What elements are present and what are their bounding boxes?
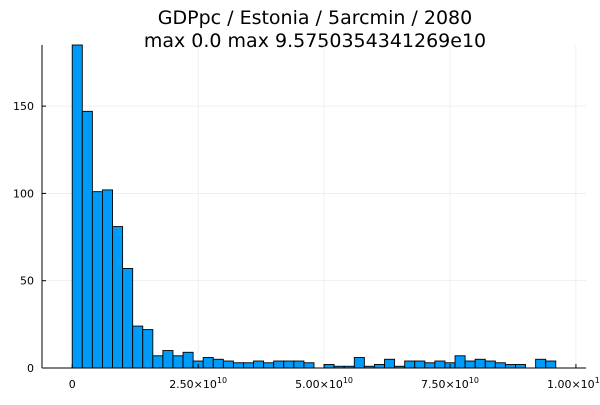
histogram-bar bbox=[91, 191, 103, 369]
histogram-bar bbox=[162, 350, 174, 369]
histogram-bar bbox=[464, 360, 476, 369]
tick-labels: 0 50 100 150 0 2.50×1010 5.00×1010 7.50×1010 1.0… bbox=[13, 100, 600, 391]
histogram-bar bbox=[494, 362, 506, 369]
histogram-bar bbox=[212, 358, 224, 369]
histogram-bar bbox=[172, 355, 184, 369]
histogram-bar bbox=[323, 364, 335, 369]
histogram-bar bbox=[373, 364, 385, 369]
histogram-bar bbox=[283, 360, 295, 369]
histogram-bar bbox=[384, 358, 396, 369]
histogram-bar bbox=[454, 355, 466, 369]
y-tick-label: 150 bbox=[13, 100, 34, 113]
histogram-bar bbox=[353, 357, 365, 369]
histogram-bar bbox=[81, 110, 93, 369]
histogram-bar bbox=[71, 44, 83, 369]
x-tick-label: 5.00×1010 bbox=[295, 376, 353, 391]
histogram-bar bbox=[253, 360, 265, 369]
histogram-bar bbox=[243, 362, 255, 369]
chart-title-line-2: max 0.0 max 9.5750354341269e10 bbox=[144, 30, 486, 52]
histogram-bar bbox=[152, 355, 164, 369]
histogram-bar bbox=[484, 360, 496, 369]
histogram-bar bbox=[504, 364, 516, 369]
histogram-bar bbox=[424, 362, 436, 369]
x-tick-label: 0 bbox=[69, 378, 76, 391]
histogram-bar bbox=[232, 362, 244, 369]
chart-title-line-1: GDPpc / Estonia / 5arcmin / 2080 bbox=[158, 7, 472, 29]
histogram-bar bbox=[202, 357, 214, 369]
histogram-bar bbox=[273, 360, 285, 369]
histogram-bar bbox=[545, 360, 557, 369]
x-tick-label: 7.50×1010 bbox=[421, 376, 479, 391]
histogram-bar bbox=[122, 268, 134, 369]
y-tick-label: 0 bbox=[27, 362, 34, 375]
histogram-bar bbox=[535, 358, 547, 369]
histogram-bars bbox=[71, 44, 557, 369]
histogram-bar bbox=[263, 362, 275, 369]
histogram-bar bbox=[293, 360, 305, 369]
histogram-bar bbox=[222, 360, 234, 369]
x-tick-label: 1.00×1011 bbox=[547, 376, 600, 391]
histogram-bar bbox=[132, 325, 144, 369]
histogram-bar bbox=[182, 351, 194, 369]
histogram-bar bbox=[404, 360, 416, 369]
histogram-bar bbox=[303, 362, 315, 369]
histogram-bar bbox=[112, 226, 124, 369]
histogram-bar bbox=[434, 360, 446, 369]
axes bbox=[41, 45, 586, 369]
histogram-bar bbox=[101, 189, 113, 369]
histogram-bar bbox=[142, 329, 154, 369]
x-tick-label: 2.50×1010 bbox=[169, 376, 227, 391]
y-tick-label: 100 bbox=[13, 187, 34, 200]
histogram-bar bbox=[414, 360, 426, 369]
histogram-bar bbox=[474, 358, 486, 369]
histogram-bar bbox=[515, 364, 527, 369]
y-tick-label: 50 bbox=[20, 275, 34, 288]
